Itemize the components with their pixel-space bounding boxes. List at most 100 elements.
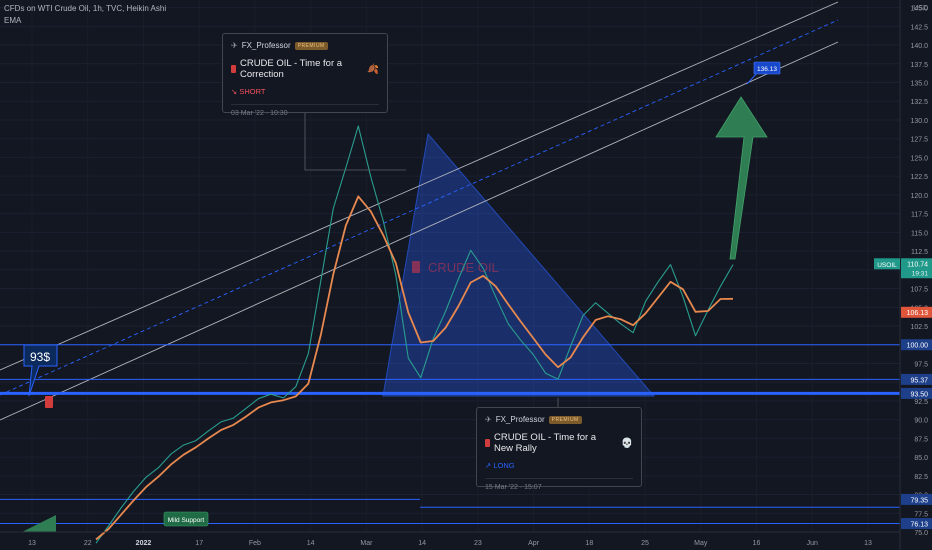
price-level-label: 79.35: [910, 497, 928, 504]
divider: [485, 478, 633, 479]
y-tick-label: 92.5: [914, 399, 928, 406]
oil-barrel-icon: [45, 396, 53, 408]
price-level-tag: [901, 387, 932, 399]
y-tick-label: 135.0: [910, 81, 928, 88]
price-series-line: [95, 125, 734, 544]
triangle-shape: [382, 132, 656, 397]
target-label: 136.13: [757, 66, 777, 73]
y-tick-label: 90.0: [914, 418, 928, 425]
y-tick-label: 82.5: [914, 474, 928, 481]
x-tick-label: 18: [585, 540, 593, 547]
current-price-label: 110.74: [907, 261, 928, 268]
price-levels: [0, 344, 900, 525]
author-name: FX_Professor: [241, 41, 291, 50]
price-axis[interactable]: 75.077.580.082.585.087.590.092.595.097.5…: [874, 0, 932, 550]
y-tick-label: 102.5: [910, 324, 928, 331]
y-tick-label: 130.0: [910, 118, 928, 125]
y-tick-label: 132.5: [910, 99, 928, 106]
support-label-box: [163, 511, 209, 527]
trend-channel: [0, 1, 839, 421]
y-tick-label: 140.0: [910, 43, 928, 50]
x-tick-label: May: [694, 540, 708, 547]
idea-direction: ↗ LONG: [485, 461, 515, 470]
ema-series-line: [95, 195, 734, 541]
price-callout-box: [23, 344, 58, 397]
y-tick-label: 127.5: [910, 137, 928, 144]
idea-title: CRUDE OIL - Time for a Correction: [239, 58, 343, 80]
price-level-label: 95.37: [910, 377, 928, 384]
y-tick-label: 87.5: [914, 436, 928, 443]
leaf-icon: 🍂: [367, 63, 379, 75]
oil-barrel-icon: [231, 65, 236, 73]
currency-label: USD: [913, 5, 928, 12]
y-tick-label: 75.0: [914, 530, 928, 537]
x-tick-label: 13: [864, 540, 872, 547]
time-axis[interactable]: 13 22 2022 17 Feb 14 Mar 14 23 Apr 18 25 May 16 Jun 13: [0, 531, 900, 547]
channel-upper-line: [0, 1, 839, 371]
y-tick-label: 107.5: [910, 287, 928, 294]
indicator-label[interactable]: EMA: [4, 16, 22, 25]
oil-barrel-icon: [485, 439, 491, 447]
series-lines: [95, 125, 734, 544]
idea-direction: ↘ SHORT: [231, 87, 266, 96]
x-tick-label: 22: [84, 540, 92, 547]
author-icon: ✈: [231, 41, 238, 50]
price-level-tag: [901, 339, 932, 351]
x-tick-label: 16: [753, 540, 761, 547]
target-up-arrow: [715, 96, 768, 260]
price-level-label: 76.13: [910, 522, 928, 529]
idea-timestamp: 03 Mar '22 · 10:30: [231, 110, 288, 117]
price-level-label: 100.00: [907, 343, 929, 350]
x-tick-label: Feb: [249, 540, 261, 547]
idea-card-correction[interactable]: ✈ FX_Professor PREMIUM CRUDE OIL - Time …: [222, 33, 388, 117]
countdown-label: 19:31: [912, 270, 929, 277]
watermark-barrel-icon: [412, 261, 420, 273]
channel-mid-line: [0, 19, 839, 396]
y-tick-label: 125.0: [910, 155, 928, 162]
author-name: FX_Professor: [495, 415, 545, 424]
y-tick-label: 120.0: [910, 193, 928, 200]
x-tick-label: 14: [307, 540, 315, 547]
author-icon: ✈: [485, 415, 492, 424]
price-level-tag: [901, 518, 932, 530]
x-tick-label: 23: [474, 540, 482, 547]
x-tick-label: 13: [28, 540, 36, 547]
skull-icon: 💀: [621, 437, 633, 449]
y-tick-label: 85.0: [914, 455, 928, 462]
y-tick-label: 112.5: [911, 249, 928, 256]
support-label: Mild Support: [168, 517, 205, 524]
x-tick-label: 25: [641, 540, 649, 547]
card-connector-line: [304, 113, 406, 171]
green-wedge-shape: [22, 515, 56, 532]
x-tick-label: Apr: [528, 540, 540, 547]
y-tick-label: 142.5: [910, 24, 928, 31]
y-tick-label: 97.5: [914, 361, 928, 368]
idea-title: CRUDE OIL - Time for a New Rally: [494, 432, 597, 454]
idea-timestamp: 15 Mar '22 · 15:07: [485, 484, 542, 491]
chart-title: CFDs on WTI Crude Oil, 1h, TVC, Heikin A…: [4, 4, 167, 13]
price-level-label: 93.50: [910, 391, 928, 398]
x-tick-label: 2022: [136, 540, 152, 547]
premium-badge: PREMIUM: [548, 415, 582, 424]
target-label-box: [753, 61, 781, 75]
price-level-tag: [901, 493, 932, 505]
y-tick-label: 137.5: [910, 62, 928, 69]
triangle-pattern: CRUDE OIL: [382, 132, 656, 397]
x-tick-label: Mar: [360, 540, 373, 547]
current-price-tag: [901, 258, 932, 279]
idea-card-rally[interactable]: ✈ FX_Professor PREMIUM CRUDE OIL - Time …: [476, 407, 642, 491]
price-level-tag: [901, 373, 932, 385]
channel-lower-line: [0, 41, 839, 421]
y-tick-label: 117.5: [911, 212, 928, 219]
y-tick-label: 115.0: [911, 230, 928, 237]
price-callout-label: 93$: [30, 350, 50, 364]
annotations: 136.13 93$ Mild Support: [22, 61, 781, 532]
ema-price-tag: [901, 306, 932, 318]
x-tick-label: 17: [195, 540, 203, 547]
y-tick-label: 77.5: [914, 511, 928, 518]
x-tick-label: 14: [418, 540, 426, 547]
symbol-label: USOIL: [877, 262, 897, 269]
premium-badge: PREMIUM: [294, 41, 328, 50]
target-callout-line: [746, 72, 758, 85]
